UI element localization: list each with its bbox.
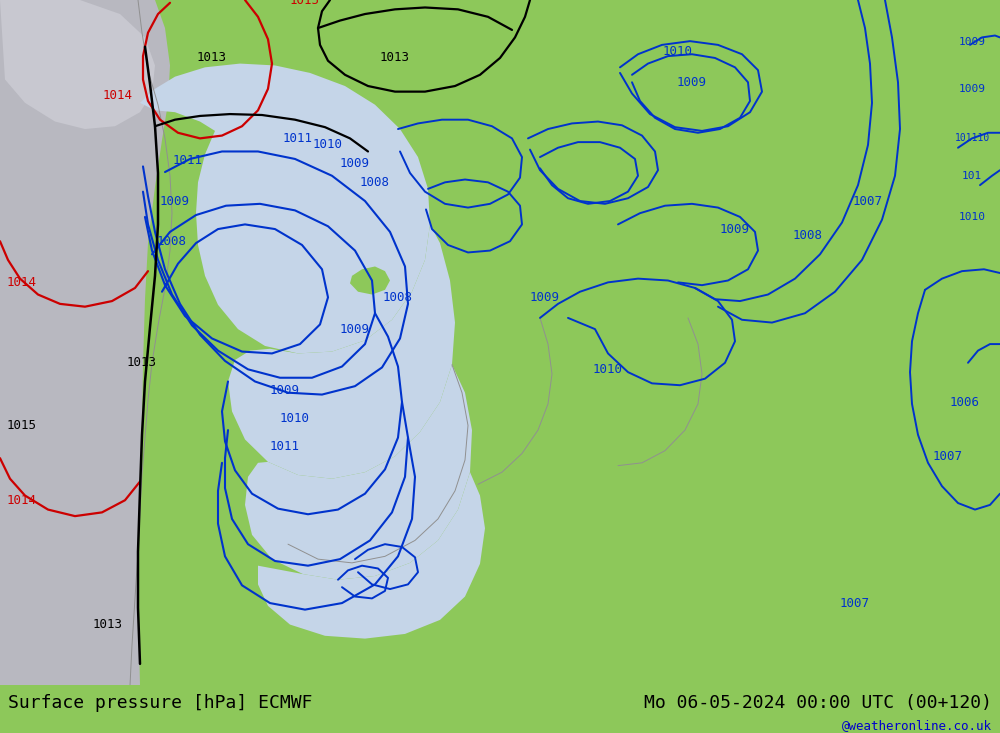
Text: 1009: 1009 — [160, 194, 190, 207]
Text: 1010: 1010 — [958, 212, 986, 222]
Text: 1008: 1008 — [360, 176, 390, 189]
Text: 1015: 1015 — [290, 0, 320, 7]
Text: 1010: 1010 — [313, 139, 343, 152]
Text: 1008: 1008 — [157, 235, 187, 248]
Text: 1009: 1009 — [958, 37, 986, 47]
Text: 1014: 1014 — [7, 494, 37, 507]
Text: 101110: 101110 — [954, 133, 990, 144]
Text: 1014: 1014 — [7, 276, 37, 289]
Text: 1014: 1014 — [103, 89, 133, 102]
Text: 1009: 1009 — [340, 157, 370, 170]
Text: 1013: 1013 — [127, 356, 157, 369]
Text: 1009: 1009 — [340, 323, 370, 336]
Polygon shape — [245, 364, 472, 580]
Text: 1006: 1006 — [950, 396, 980, 408]
Text: 1007: 1007 — [933, 450, 963, 463]
Polygon shape — [350, 267, 390, 295]
Text: 1008: 1008 — [383, 291, 413, 304]
Text: 1013: 1013 — [93, 618, 123, 631]
Text: 1015: 1015 — [7, 419, 37, 432]
Text: 1013: 1013 — [197, 51, 227, 65]
Text: 1007: 1007 — [840, 597, 870, 610]
Text: 1011: 1011 — [270, 441, 300, 454]
Text: 1010: 1010 — [663, 45, 693, 58]
Text: 1007: 1007 — [853, 194, 883, 207]
Text: 1009: 1009 — [958, 84, 986, 94]
Text: 1011: 1011 — [173, 155, 203, 167]
Text: 101: 101 — [962, 171, 982, 181]
Polygon shape — [258, 472, 485, 638]
Text: 1009: 1009 — [530, 291, 560, 304]
Text: 1009: 1009 — [270, 384, 300, 397]
Text: Mo 06-05-2024 00:00 UTC (00+120): Mo 06-05-2024 00:00 UTC (00+120) — [644, 694, 992, 712]
Polygon shape — [0, 0, 155, 129]
Text: Surface pressure [hPa] ECMWF: Surface pressure [hPa] ECMWF — [8, 694, 312, 712]
Text: 1010: 1010 — [280, 413, 310, 425]
Text: 1009: 1009 — [720, 223, 750, 235]
Polygon shape — [0, 0, 170, 685]
Polygon shape — [228, 224, 455, 479]
Text: 1010: 1010 — [593, 363, 623, 376]
Text: 1013: 1013 — [380, 51, 410, 65]
Text: 1009: 1009 — [677, 75, 707, 89]
Text: 1008: 1008 — [793, 229, 823, 242]
Text: 1011: 1011 — [283, 132, 313, 145]
Text: @weatheronline.co.uk: @weatheronline.co.uk — [842, 718, 992, 732]
Polygon shape — [140, 64, 430, 353]
